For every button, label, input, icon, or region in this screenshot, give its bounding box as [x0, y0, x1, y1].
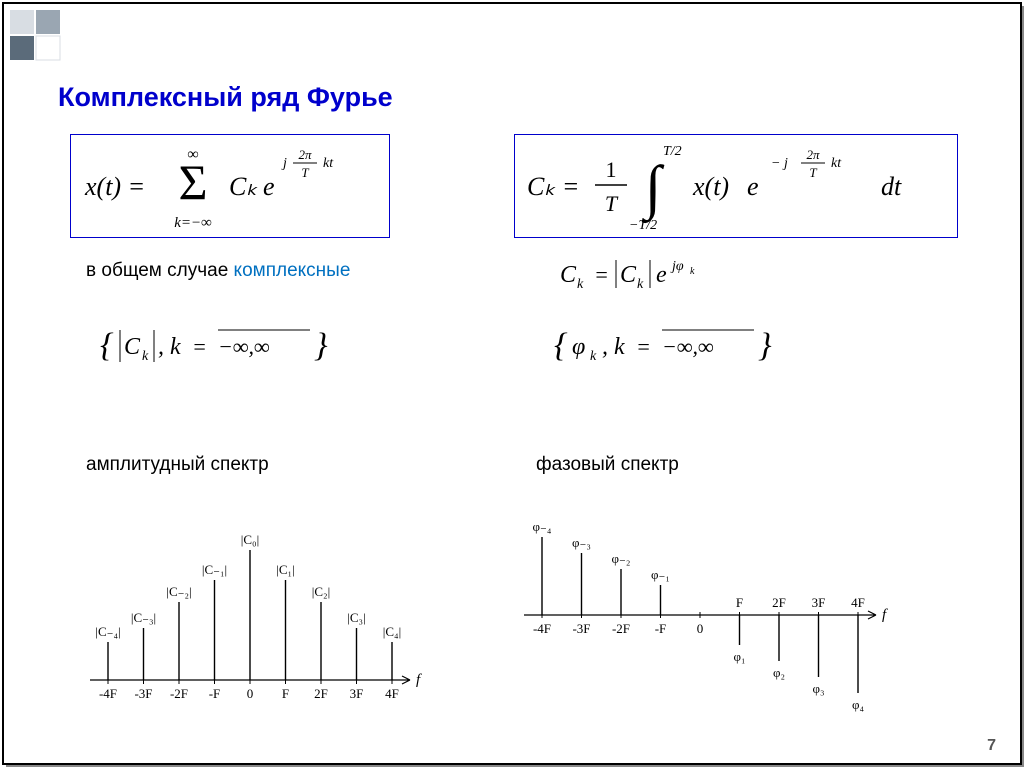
- phase-spectrum-chart: f φ₋₄ -4F φ₋₃ -3F φ₋₂ -2F φ₋₁ -F 0 φ₁ Fφ₂ 2F φ₃ 3F φ₄ 4F: [500, 500, 900, 740]
- svg-text:φ₋₂: φ₋₂: [612, 551, 631, 566]
- equation-ck-polar: C k = C k e jφ k: [560, 256, 780, 301]
- svg-text:T: T: [301, 165, 309, 180]
- label-amplitude-spectrum: амплитудный спектр: [86, 454, 269, 476]
- equation-fourier-coefficient: Cₖ = 1 T ∫ T/2 −T/2 x(t) e − j 2π T kt d…: [514, 134, 958, 238]
- svg-text:-F: -F: [209, 686, 221, 701]
- svg-text:{: {: [554, 327, 568, 364]
- svg-text:,: ,: [158, 334, 164, 360]
- svg-text:|C₀|: |C₀|: [241, 532, 259, 547]
- svg-text:|C₋₄|: |C₋₄|: [95, 624, 120, 639]
- svg-text:k: k: [170, 334, 181, 360]
- svg-text:|C₋₃|: |C₋₃|: [131, 610, 156, 625]
- svg-text:}: }: [314, 327, 328, 364]
- svg-text:−T/2: −T/2: [629, 218, 657, 231]
- svg-text:4F: 4F: [851, 595, 865, 610]
- svg-text:k: k: [690, 266, 695, 277]
- svg-text:0: 0: [247, 686, 254, 701]
- svg-text:x(t) =: x(t) =: [84, 172, 145, 201]
- svg-text:=: =: [192, 334, 207, 359]
- svg-text:j: j: [281, 156, 287, 171]
- svg-text:|C₋₂|: |C₋₂|: [166, 584, 191, 599]
- svg-text:φ₃: φ₃: [812, 681, 824, 696]
- svg-text:dt: dt: [881, 172, 902, 201]
- svg-text:|C₋₁|: |C₋₁|: [202, 562, 227, 577]
- slide-title: Комплексный ряд Фурье: [58, 82, 393, 113]
- svg-text:=: =: [636, 334, 651, 359]
- svg-text:φ: φ: [572, 334, 585, 360]
- page-number: 7: [987, 737, 996, 755]
- svg-text:2F: 2F: [772, 595, 786, 610]
- svg-text:F: F: [282, 686, 289, 701]
- svg-text:φ₋₁: φ₋₁: [651, 567, 670, 582]
- svg-text:|C₂|: |C₂|: [312, 584, 330, 599]
- svg-text:kt: kt: [323, 156, 334, 171]
- svg-text:x(t): x(t): [692, 172, 729, 201]
- svg-text:k=−∞: k=−∞: [174, 215, 212, 231]
- svg-text:3F: 3F: [350, 686, 364, 701]
- svg-text:-2F: -2F: [170, 686, 188, 701]
- svg-text:-3F: -3F: [134, 686, 152, 701]
- svg-text:1: 1: [606, 157, 617, 182]
- svg-text:k: k: [614, 334, 625, 360]
- svg-text:-2F: -2F: [612, 621, 630, 636]
- svg-text:C: C: [124, 334, 141, 360]
- svg-text:f: f: [416, 672, 422, 688]
- svg-text:φ₋₄: φ₋₄: [533, 519, 552, 534]
- svg-text:f: f: [882, 607, 888, 623]
- svg-text:T/2: T/2: [663, 144, 682, 159]
- svg-text:2π: 2π: [806, 147, 820, 162]
- svg-text:-4F: -4F: [533, 621, 551, 636]
- svg-text:T: T: [809, 165, 817, 180]
- svg-text:-3F: -3F: [572, 621, 590, 636]
- svg-text:φ₂: φ₂: [773, 665, 785, 680]
- svg-text:F: F: [736, 595, 743, 610]
- svg-text:=: =: [594, 262, 609, 287]
- equation-fourier-series: x(t) = Σ ∞ k=−∞ Cₖ e j 2π T kt: [70, 134, 390, 238]
- svg-text:4F: 4F: [385, 686, 399, 701]
- corner-decoration: [10, 10, 62, 62]
- svg-text:}: }: [758, 327, 772, 364]
- svg-text:k: k: [637, 277, 644, 292]
- svg-text:3F: 3F: [812, 595, 826, 610]
- svg-text:k: k: [142, 349, 149, 364]
- svg-text:|C₃|: |C₃|: [347, 610, 365, 625]
- text-complex-note: в общем случае комплексные: [86, 260, 350, 282]
- svg-text:e: e: [263, 172, 275, 201]
- svg-text:2F: 2F: [314, 686, 328, 701]
- svg-text:k: k: [590, 349, 597, 364]
- svg-text:|C₄|: |C₄|: [383, 624, 401, 639]
- svg-text:T: T: [605, 191, 619, 216]
- svg-text:{: {: [100, 327, 114, 364]
- label-phase-spectrum: фазовый спектр: [536, 454, 679, 476]
- amplitude-set: { C k , k = −∞,∞ }: [100, 322, 360, 379]
- svg-text:Cₖ =: Cₖ =: [527, 172, 579, 201]
- svg-text:,: ,: [602, 334, 608, 360]
- svg-text:−∞,∞: −∞,∞: [662, 334, 714, 359]
- amplitude-spectrum-chart: f |C₋₄| -4F |C₋₃| -3F |C₋₂| -2F |C₋₁| -F |C₀| 0 |C₁…: [70, 500, 430, 720]
- phase-set: { φ k , k = −∞,∞ }: [554, 322, 814, 379]
- svg-text:∫: ∫: [642, 154, 665, 224]
- svg-text:−∞,∞: −∞,∞: [218, 334, 270, 359]
- svg-text:2π: 2π: [298, 147, 312, 162]
- svg-text:φ₄: φ₄: [852, 697, 865, 712]
- svg-text:φ₋₃: φ₋₃: [572, 535, 591, 550]
- svg-text:0: 0: [697, 621, 704, 636]
- svg-text:e: e: [656, 262, 667, 288]
- svg-text:jφ: jφ: [670, 259, 684, 274]
- svg-text:-4F: -4F: [99, 686, 117, 701]
- svg-text:kt: kt: [831, 156, 842, 171]
- svg-text:Cₖ: Cₖ: [229, 172, 258, 201]
- svg-text:-F: -F: [655, 621, 667, 636]
- svg-text:∞: ∞: [187, 146, 198, 163]
- svg-text:C: C: [620, 262, 637, 288]
- svg-text:k: k: [577, 277, 584, 292]
- svg-text:− j: − j: [771, 156, 788, 171]
- svg-text:φ₁: φ₁: [733, 649, 745, 664]
- svg-text:C: C: [560, 262, 577, 288]
- svg-text:|C₁|: |C₁|: [276, 562, 294, 577]
- svg-text:e: e: [747, 172, 759, 201]
